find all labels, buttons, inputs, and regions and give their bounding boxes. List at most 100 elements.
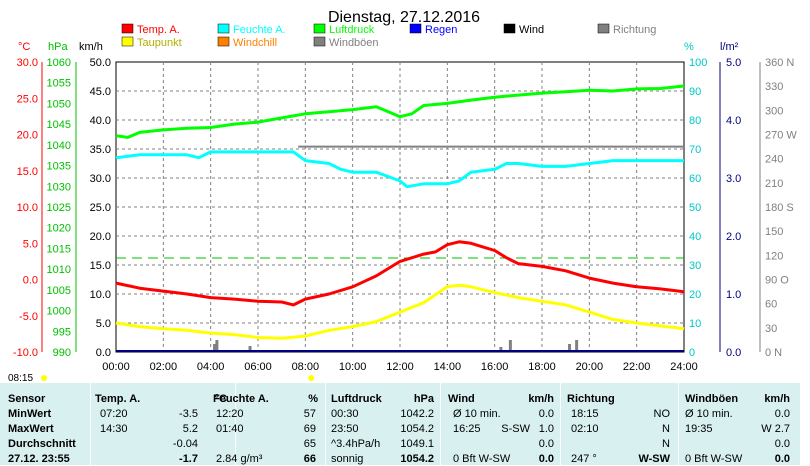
wind-value: 1.0 <box>538 423 554 435</box>
series-line <box>115 84 685 139</box>
legend-swatch <box>503 23 516 34</box>
legend-label: Wind <box>519 24 544 36</box>
header-pressure-unit: hPa <box>413 393 434 405</box>
pressure-tick-label: 1030 <box>47 181 71 193</box>
header-temp: Temp. A. <box>95 393 141 405</box>
row-label: Durchschnitt <box>8 438 76 450</box>
gust-value: 0.0 <box>774 408 790 420</box>
temp-tick-label: 30.0 <box>17 57 38 69</box>
direction-tick-label: 300 <box>765 105 783 117</box>
table-column-block <box>561 383 678 465</box>
temp-tick-label: 5.0 <box>23 238 38 250</box>
humidity-value: 65 <box>303 438 316 450</box>
gust-time: 0 Bft W-SW <box>685 453 743 465</box>
table-column-block <box>441 383 560 465</box>
wind-tick-label: 15.0 <box>90 260 111 272</box>
row-label: 27.12. 23:55 <box>8 453 70 465</box>
rain-tick-label: 4.0 <box>726 115 741 127</box>
x-tick-label: 14:00 <box>434 361 462 373</box>
legend-swatch <box>217 23 230 34</box>
header-pressure: Luftdruck <box>331 393 382 405</box>
pressure-tick-label: 990 <box>53 347 71 359</box>
direction-time: 02:10 <box>571 423 599 435</box>
x-tick-label: 04:00 <box>197 361 225 373</box>
header-sensor: Sensor <box>8 393 46 405</box>
x-tick-label: 08:00 <box>292 361 320 373</box>
wind-value: 0.0 <box>538 438 554 450</box>
x-tick-label: 22:00 <box>623 361 651 373</box>
direction-tick-label: 60 <box>765 299 777 311</box>
table-column-block <box>679 383 800 465</box>
header-gust-unit: km/h <box>764 393 790 405</box>
pressure-time: sonnig <box>331 453 364 465</box>
direction-value: N <box>662 423 670 435</box>
direction-tick-label: 0 N <box>765 347 782 359</box>
pressure-tick-label: 1040 <box>47 140 71 152</box>
legend-swatch <box>217 36 230 47</box>
row-label: MinWert <box>8 408 52 420</box>
rain-tick-label: 5.0 <box>726 57 741 69</box>
direction-tick-label: 90 O <box>765 275 789 287</box>
wind-tick-label: 50.0 <box>90 57 111 69</box>
humidity-tick-label: 60 <box>689 173 701 185</box>
pressure-axis-unit: hPa <box>48 41 68 53</box>
humidity-tick-label: 0 <box>689 347 695 359</box>
temp-tick-label: 0.0 <box>23 275 38 287</box>
row-label: MaxWert <box>8 423 54 435</box>
wind-tick-label: 5.0 <box>96 318 111 330</box>
pressure-value: 1054.2 <box>400 453 434 465</box>
temp-value: -3.5 <box>179 408 198 420</box>
gust-bar <box>248 346 252 352</box>
direction-tick-label: 240 <box>765 154 783 166</box>
humidity-tick-label: 30 <box>689 260 701 272</box>
x-tick-label: 06:00 <box>244 361 272 373</box>
pressure-tick-label: 1055 <box>47 78 71 90</box>
pressure-tick-label: 1010 <box>47 264 71 276</box>
humidity-tick-label: 40 <box>689 231 701 243</box>
rain-axis-unit: l/m² <box>720 41 739 53</box>
gust-value: W 2.7 <box>761 423 790 435</box>
gust-bar <box>568 344 572 352</box>
temp-axis-unit: °C <box>18 41 30 53</box>
header-humidity: Feuchte A. <box>213 393 269 405</box>
direction-tick-label: 30 <box>765 323 777 335</box>
humidity-value: 57 <box>303 408 316 420</box>
humidity-value: 66 <box>303 453 316 465</box>
temp-value: -1.7 <box>179 453 198 465</box>
legend-label: Windböen <box>329 37 379 49</box>
series-line <box>115 150 684 189</box>
gust-bar <box>499 347 503 352</box>
sunrise-marker <box>41 375 47 381</box>
wind-direction: S-SW <box>501 423 530 435</box>
legend-label: Windchill <box>233 37 277 49</box>
temp-tick-label: 10.0 <box>17 202 38 214</box>
direction-time: 18:15 <box>571 408 599 420</box>
x-tick-label: 02:00 <box>150 361 178 373</box>
header-direction: Richtung <box>567 393 615 405</box>
legend-label: Richtung <box>613 24 656 36</box>
table-column-block <box>326 383 440 465</box>
pressure-time: ^3.4hPa/h <box>331 438 381 450</box>
wind-value: 0.0 <box>538 408 554 420</box>
direction-tick-label: 360 N <box>765 57 794 69</box>
temp-value: 5.2 <box>182 423 198 435</box>
humidity-tick-label: 100 <box>689 57 707 69</box>
humidity-time: 2.84 g/m³ <box>216 453 263 465</box>
gust-bar <box>215 340 219 352</box>
humidity-tick-label: 80 <box>689 115 701 127</box>
wind-tick-label: 10.0 <box>90 289 111 301</box>
gust-time: 19:35 <box>685 423 713 435</box>
series-line <box>115 283 685 340</box>
direction-time: 247 ° <box>571 453 597 465</box>
temp-tick-label: -5.0 <box>19 311 38 323</box>
legend-label: Luftdruck <box>329 24 375 36</box>
sunrise-time: 08:15 <box>8 373 33 383</box>
humidity-tick-label: 90 <box>689 86 701 98</box>
pressure-tick-label: 1045 <box>47 119 71 131</box>
rain-tick-label: 1.0 <box>726 289 741 301</box>
humidity-tick-label: 10 <box>689 318 701 330</box>
header-wind-unit: km/h <box>528 393 554 405</box>
legend-swatch <box>597 23 610 34</box>
gust-bar <box>213 344 217 352</box>
humidity-axis-unit: % <box>684 41 694 53</box>
